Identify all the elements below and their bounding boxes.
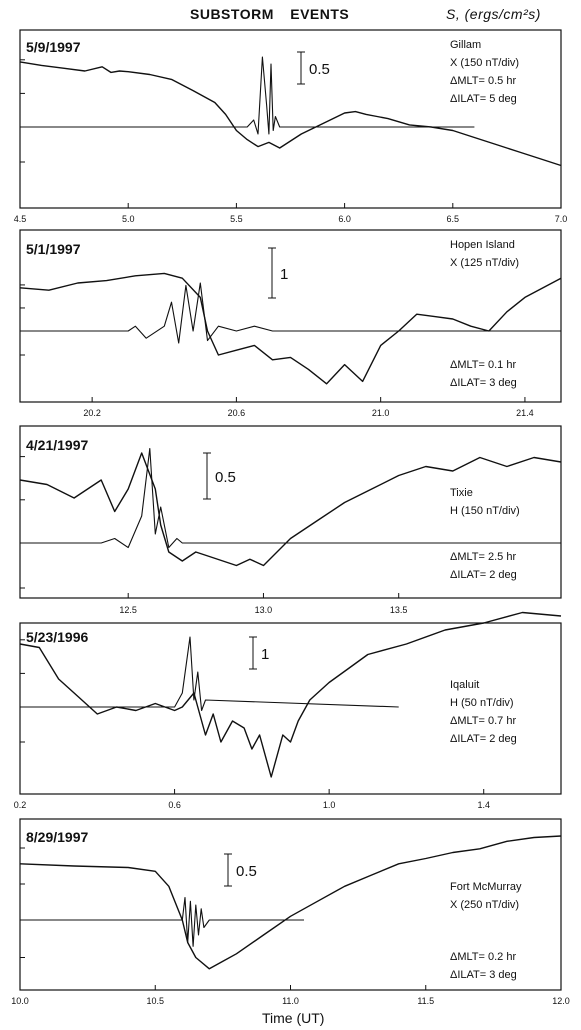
x-tick-label: 11.0 xyxy=(282,996,299,1006)
poynting-flux-trace xyxy=(20,896,304,947)
magnetometer-trace xyxy=(19,611,562,778)
delta-mlt-label: ΔMLT= 0.2 hr xyxy=(450,951,516,963)
delta-mlt-label: ΔMLT= 0.7 hr xyxy=(450,715,516,727)
x-tick-label: 13.0 xyxy=(255,605,273,615)
panel-frame xyxy=(19,425,562,599)
event-date: 5/23/1996 xyxy=(26,629,88,645)
poynting-flux-trace xyxy=(20,56,475,135)
event-date: 5/1/1997 xyxy=(26,241,81,257)
delta-ilat-label: ΔILAT= 5 deg xyxy=(450,93,517,105)
delta-ilat-label: ΔILAT= 3 deg xyxy=(450,377,517,389)
x-tick-label: 11.5 xyxy=(417,996,434,1006)
delta-ilat-label: ΔILAT= 3 deg xyxy=(450,969,517,981)
x-tick-label: 7.0 xyxy=(555,214,568,224)
x-tick-label: 13.5 xyxy=(390,605,408,615)
delta-mlt-label: ΔMLT= 0.5 hr xyxy=(450,75,516,87)
x-tick-label: 5.5 xyxy=(230,214,243,224)
component-label: H (150 nT/div) xyxy=(450,505,520,517)
x-tick-label: 6.0 xyxy=(338,214,351,224)
event-date: 5/9/1997 xyxy=(26,39,81,55)
x-tick-label: 20.6 xyxy=(228,408,246,418)
figure-title: SUBSTORM EVENTS xyxy=(190,6,350,22)
delta-ilat-label: ΔILAT= 2 deg xyxy=(450,569,517,581)
event-date: 8/29/1997 xyxy=(26,829,88,845)
poynting-flux-trace xyxy=(20,282,561,344)
magnetometer-trace xyxy=(19,452,562,567)
scale-bar-label: 1 xyxy=(280,266,288,283)
station-name: Gillam xyxy=(450,39,481,51)
scale-bar-label: 0.5 xyxy=(309,61,330,78)
x-tick-label: 5.0 xyxy=(122,214,135,224)
x-tick-label: 21.0 xyxy=(372,408,390,418)
x-tick-label: 12.0 xyxy=(552,996,570,1006)
panel-frame xyxy=(19,622,562,795)
x-tick-label: 21.4 xyxy=(516,408,534,418)
panel-3: 12.5 13.0 13.5 0.5 4/21/1997 Tixie H (150 nT/d… xyxy=(19,425,562,615)
flux-unit-label: S, (ergs/cm²s) xyxy=(446,6,541,22)
component-label: X (250 nT/div) xyxy=(450,899,519,911)
time-axis-label: Time (UT) xyxy=(262,1010,325,1026)
delta-mlt-label: ΔMLT= 2.5 hr xyxy=(450,551,516,563)
component-label: X (125 nT/div) xyxy=(450,257,519,269)
component-label: H (50 nT/div) xyxy=(450,697,514,709)
x-tick-label: 0.2 xyxy=(14,800,27,810)
station-name: Hopen Island xyxy=(450,239,515,251)
station-name: Iqaluit xyxy=(450,679,479,691)
event-date: 4/21/1997 xyxy=(26,437,88,453)
delta-mlt-label: ΔMLT= 0.1 hr xyxy=(450,359,516,371)
x-tick-label: 6.5 xyxy=(447,214,460,224)
station-name: Tixie xyxy=(450,487,473,499)
delta-ilat-label: ΔILAT= 2 deg xyxy=(450,733,517,745)
x-tick-label: 20.2 xyxy=(83,408,101,418)
x-tick-label: 4.5 xyxy=(14,214,27,224)
poynting-flux-trace xyxy=(20,636,399,712)
x-tick-label: 0.6 xyxy=(168,800,181,810)
panel-frame xyxy=(19,29,562,209)
panel-frame xyxy=(19,229,562,403)
poynting-flux-trace xyxy=(20,447,561,549)
panel-4: 0.2 0.6 1.0 1.4 1 5/23/1996 Iqaluit H (50 nT/di… xyxy=(14,611,562,810)
scale-bar-label: 0.5 xyxy=(236,863,257,880)
x-tick-label: 10.0 xyxy=(11,996,29,1006)
panel-5: 10.0 10.5 11.0 11.5 12.0 0.5 8/29/1997 Fort McM… xyxy=(11,818,570,1006)
magnetometer-trace xyxy=(19,272,562,385)
x-tick-label: 10.5 xyxy=(146,996,164,1006)
x-tick-label: 1.4 xyxy=(477,800,490,810)
magnetometer-trace xyxy=(19,61,562,167)
scale-bar-label: 1 xyxy=(261,646,269,663)
x-tick-label: 1.0 xyxy=(323,800,336,810)
panel-2: 20.2 20.6 21.0 21.4 1 5/1/1997 Hopen Island X (… xyxy=(19,229,562,418)
x-tick-label: 12.5 xyxy=(119,605,137,615)
scale-bar-label: 0.5 xyxy=(215,469,236,486)
panel-1: 4.5 5.0 5.5 6.0 6.5 7.0 0.5 5/9/1997 Gillam X (15… xyxy=(14,29,568,224)
station-name: Fort McMurray xyxy=(450,881,522,893)
component-label: X (150 nT/div) xyxy=(450,57,519,69)
magnetometer-trace xyxy=(19,835,562,970)
